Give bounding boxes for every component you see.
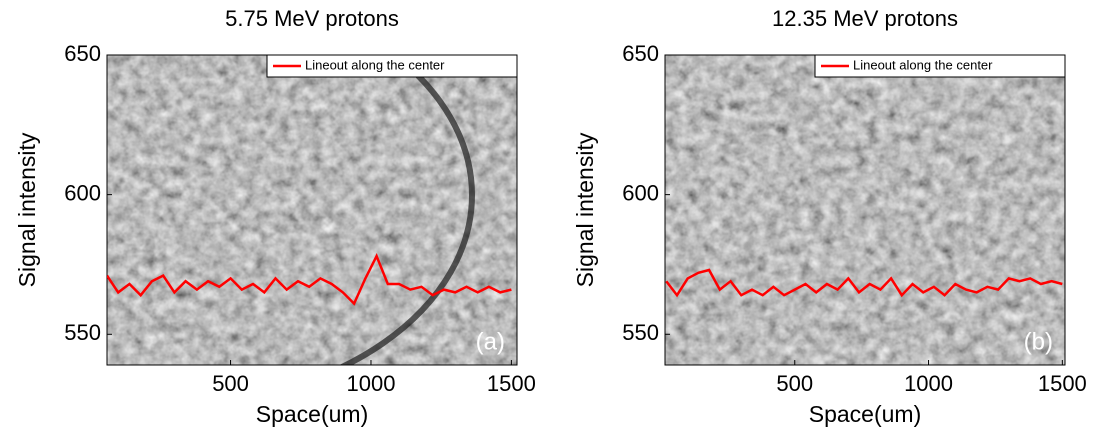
x-tick-label: 1000 bbox=[904, 371, 953, 396]
x-tick-label: 1500 bbox=[1038, 371, 1087, 396]
y-tick-label: 600 bbox=[64, 180, 101, 205]
data-line bbox=[665, 268, 1063, 298]
x-axis-label: Space(um) bbox=[809, 401, 921, 427]
y-tick-label: 550 bbox=[64, 320, 101, 345]
y-axis-label: Signal intensity bbox=[14, 132, 40, 287]
data-line bbox=[107, 253, 512, 306]
chart-title: 12.35 MeV protons bbox=[772, 6, 958, 31]
chart-title: 5.75 MeV protons bbox=[225, 6, 399, 31]
y-tick-label: 550 bbox=[622, 320, 659, 345]
image-background bbox=[107, 55, 517, 365]
legend-box bbox=[814, 54, 1066, 78]
ring bbox=[339, 55, 475, 365]
x-axis-label: Space(um) bbox=[256, 401, 368, 427]
x-tick-label: 500 bbox=[212, 371, 249, 396]
y-tick-label: 600 bbox=[622, 180, 659, 205]
legend-box bbox=[266, 54, 518, 78]
x-tick-label: 500 bbox=[776, 371, 813, 396]
y-tick-label: 650 bbox=[64, 41, 101, 66]
legend-label: Lineout along the center bbox=[305, 57, 445, 72]
image-background bbox=[665, 55, 1065, 365]
x-tick-label: 1500 bbox=[487, 371, 536, 396]
x-tick-label: 1000 bbox=[346, 371, 395, 396]
panel-label: (a) bbox=[476, 328, 505, 355]
legend-label: Lineout along the center bbox=[853, 57, 993, 72]
y-tick-label: 650 bbox=[622, 41, 659, 66]
panel-label: (b) bbox=[1024, 328, 1053, 355]
y-axis-label: Signal intensity bbox=[572, 132, 598, 287]
